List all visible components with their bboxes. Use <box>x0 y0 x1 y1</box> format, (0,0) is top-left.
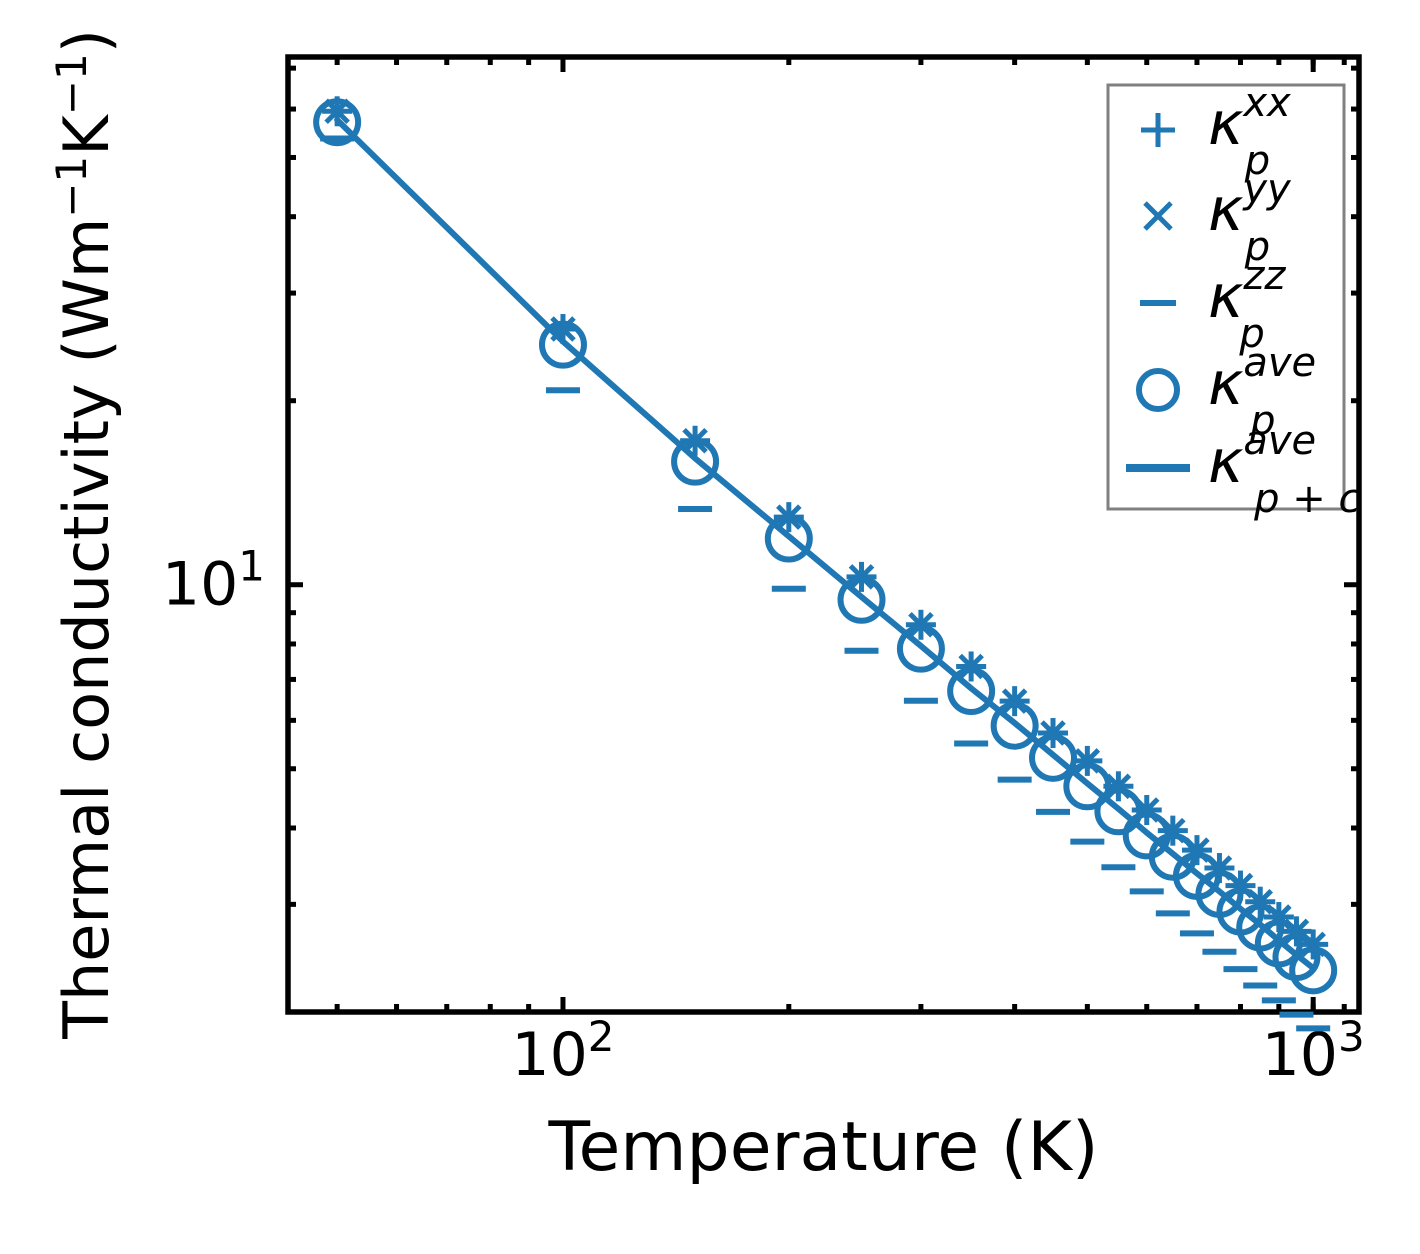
legend-label-kappa-p-xx: κxx p <box>1208 80 1291 184</box>
marker-circle-kappa-p-ave <box>990 701 1039 750</box>
marker-circle-kappa-p-ave <box>313 98 362 147</box>
legend-kappa-symbol: κ <box>1208 427 1244 497</box>
legend-label-kappa-p-ave: κave p <box>1208 340 1316 444</box>
y-axis-label: Thermal conductivity (Wm−1K−1) <box>47 29 123 1040</box>
marker-circle-kappa-p-ave <box>837 575 886 624</box>
legend-kappa-symbol: κ <box>1208 89 1244 159</box>
y-tick-label: 101 <box>162 542 265 620</box>
legend-marker-cross <box>1143 201 1173 231</box>
y-axis-label-close: ) <box>50 29 123 53</box>
legend-superscript: yy <box>1242 166 1292 212</box>
legend-label-kappa-p-yy: κyy p <box>1208 166 1292 270</box>
legend-superscript: xx <box>1241 80 1291 126</box>
y-axis-label-sup-1: −1 <box>47 156 96 218</box>
legend-superscript: ave <box>1243 418 1316 464</box>
legend-label-kappa-p-zz: κzz p <box>1208 253 1286 357</box>
legend-kappa-symbol: κ <box>1208 349 1244 419</box>
legend-kappa-symbol: κ <box>1208 262 1244 332</box>
x-tick-exponent: 3 <box>1338 1012 1365 1061</box>
legend-label-kappa-p-plus-c-ave: κave p + c <box>1208 418 1361 522</box>
x-tick-label: 102 <box>511 1012 614 1090</box>
marker-circle-kappa-p-ave <box>896 624 945 673</box>
legend-subscript: p <box>1244 138 1270 184</box>
marker-circle-kappa-p-ave <box>538 320 587 369</box>
marker-circle-kappa-p-ave <box>764 514 813 563</box>
y-axis-label-main: Thermal conductivity (Wm <box>50 218 123 1040</box>
marker-circle-kappa-p-ave <box>1289 946 1338 995</box>
y-tick-exponent: 1 <box>238 542 265 591</box>
y-axis-label-mid: K <box>50 114 123 156</box>
legend-superscript: ave <box>1243 340 1316 386</box>
legend-subscript: p <box>1244 224 1270 270</box>
x-tick-exponent: 2 <box>588 1012 615 1061</box>
legend-box <box>1106 83 1346 511</box>
marker-circle-kappa-p-ave <box>1094 787 1143 836</box>
legend-subscript: p <box>1249 398 1275 444</box>
plot-frame <box>285 54 1362 1015</box>
marker-circle-kappa-p-ave <box>671 437 720 486</box>
marker-cross-kappa-p-yy <box>550 316 576 342</box>
legend-kappa-symbol: κ <box>1208 175 1244 245</box>
legend-superscript: zz <box>1242 253 1286 299</box>
marker-circle-kappa-p-ave <box>1029 733 1078 782</box>
marker-circle-kappa-p-ave <box>947 667 996 716</box>
x-axis-label: Temperature (K) <box>547 1108 1098 1187</box>
x-tick-label: 103 <box>1262 1012 1365 1090</box>
legend-subscript: p <box>1238 311 1264 357</box>
legend-subscript: p + c <box>1253 476 1360 522</box>
marker-circle-kappa-p-ave <box>1063 762 1112 811</box>
y-axis-label-sup-2: −1 <box>47 53 96 115</box>
legend-marker-circle <box>1136 368 1180 412</box>
